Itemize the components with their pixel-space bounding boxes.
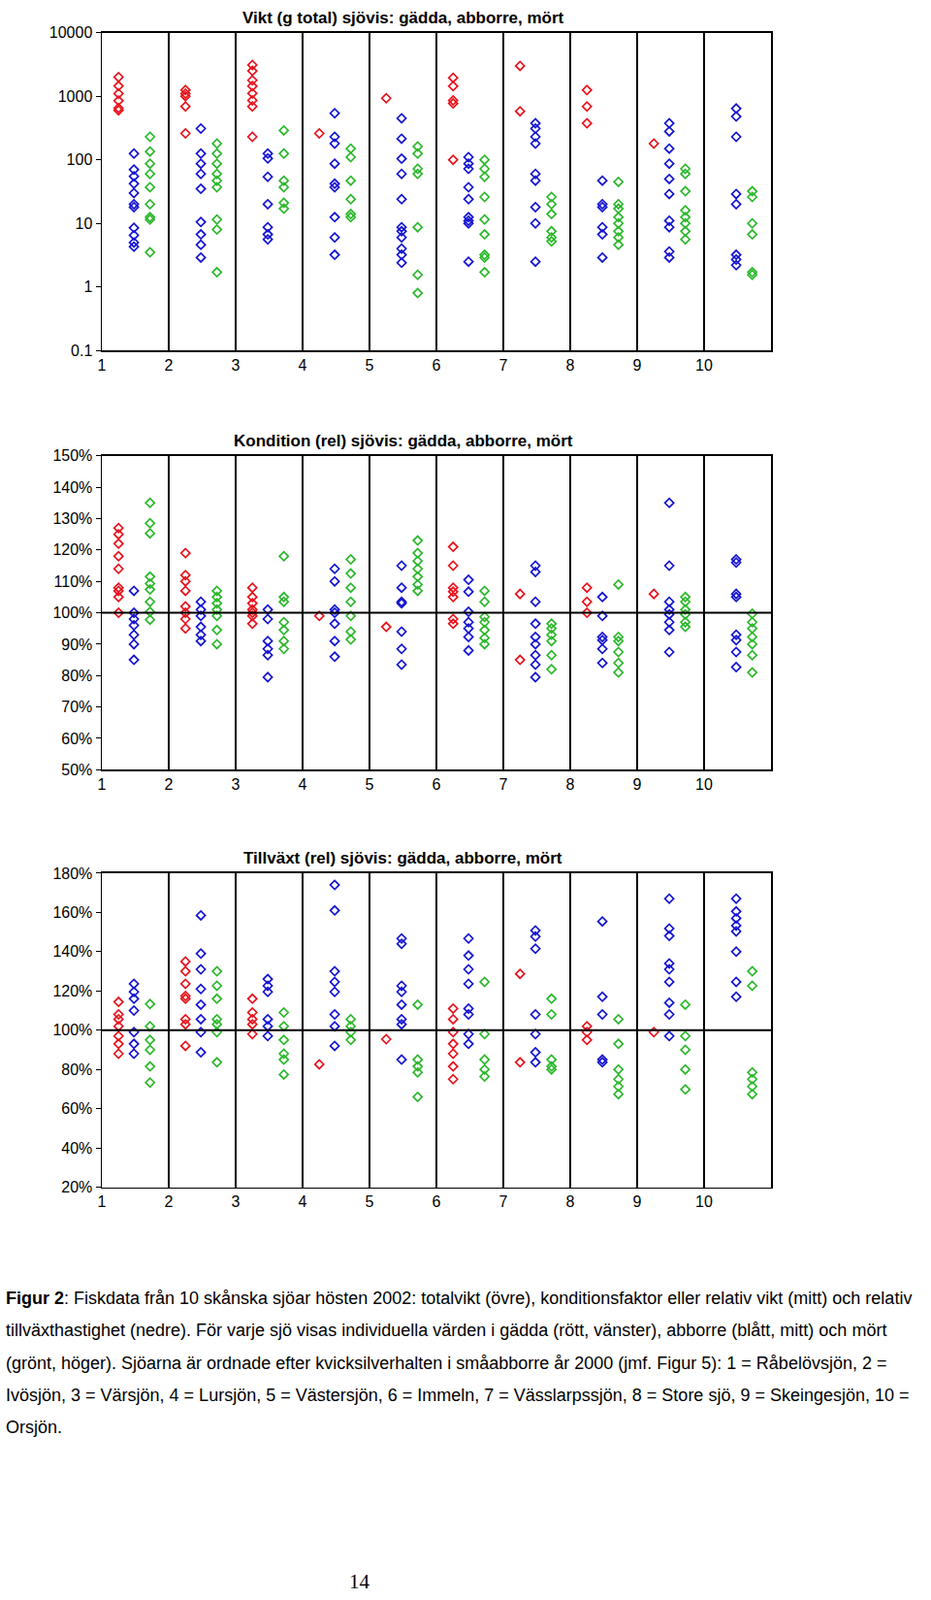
svg-text:5: 5	[365, 775, 375, 793]
svg-text:6: 6	[432, 356, 442, 374]
svg-text:4: 4	[298, 356, 308, 374]
svg-text:100%: 100%	[52, 604, 93, 621]
svg-text:1: 1	[97, 1192, 107, 1210]
svg-text:60%: 60%	[61, 1099, 93, 1117]
svg-text:9: 9	[633, 356, 643, 374]
svg-text:100%: 100%	[52, 1021, 93, 1038]
svg-text:10: 10	[75, 215, 94, 232]
svg-text:3: 3	[231, 775, 241, 793]
svg-text:Tillväxt (rel) sjövis: gädda,: Tillväxt (rel) sjövis: gädda, abborre, m…	[243, 848, 563, 867]
svg-text:1: 1	[97, 775, 107, 793]
svg-text:140%: 140%	[52, 942, 93, 960]
svg-text:2: 2	[164, 1192, 174, 1210]
svg-text:8: 8	[566, 1192, 576, 1210]
svg-text:1000: 1000	[58, 88, 94, 105]
svg-text:5: 5	[365, 356, 375, 374]
svg-text:1: 1	[83, 278, 93, 295]
svg-text:4: 4	[298, 1192, 308, 1210]
svg-text:10: 10	[695, 356, 713, 374]
svg-text:2: 2	[164, 356, 174, 374]
svg-text:180%: 180%	[52, 864, 93, 881]
svg-text:160%: 160%	[52, 903, 93, 921]
svg-text:7: 7	[499, 775, 509, 793]
svg-text:3: 3	[231, 1192, 241, 1210]
svg-text:4: 4	[298, 775, 308, 793]
svg-text:1: 1	[97, 356, 107, 374]
svg-text:130%: 130%	[52, 510, 93, 527]
svg-text:6: 6	[432, 1192, 442, 1210]
svg-text:0.1: 0.1	[70, 342, 93, 359]
svg-text:140%: 140%	[52, 479, 93, 496]
svg-text:8: 8	[566, 356, 576, 374]
svg-text:90%: 90%	[61, 636, 93, 653]
svg-text:80%: 80%	[61, 667, 93, 684]
svg-text:8: 8	[566, 775, 576, 793]
svg-text:7: 7	[499, 356, 509, 374]
svg-text:10: 10	[695, 775, 713, 793]
svg-text:9: 9	[633, 775, 643, 793]
svg-text:50%: 50%	[61, 761, 93, 778]
svg-text:10: 10	[695, 1192, 713, 1210]
svg-text:5: 5	[365, 1192, 375, 1210]
html-text:Figur 2: Fiskdata från 10 skån: Figur 2: Fiskdata från 10 skånska sjöar …	[5, 1287, 912, 1437]
html-text:14: 14	[349, 1569, 370, 1593]
svg-text:20%: 20%	[61, 1178, 93, 1195]
svg-text:9: 9	[633, 1192, 643, 1210]
svg-text:Kondition (rel) sjövis: gädda,: Kondition (rel) sjövis: gädda, abborre, …	[233, 431, 574, 450]
svg-text:100: 100	[66, 151, 94, 168]
svg-text:120%: 120%	[52, 982, 93, 999]
svg-text:2: 2	[164, 775, 174, 793]
svg-text:10000: 10000	[49, 24, 94, 41]
svg-text:3: 3	[231, 356, 241, 374]
svg-text:Vikt (g total) sjövis: gädda,: Vikt (g total) sjövis: gädda, abborre, m…	[242, 8, 565, 28]
svg-text:60%: 60%	[61, 730, 93, 747]
svg-text:120%: 120%	[52, 541, 93, 558]
svg-text:80%: 80%	[61, 1060, 93, 1078]
svg-text:110%: 110%	[54, 573, 94, 590]
svg-text:7: 7	[499, 1192, 509, 1210]
svg-text:150%: 150%	[52, 447, 93, 464]
svg-text:6: 6	[432, 775, 442, 793]
svg-text:70%: 70%	[61, 698, 93, 715]
svg-text:40%: 40%	[61, 1139, 93, 1156]
